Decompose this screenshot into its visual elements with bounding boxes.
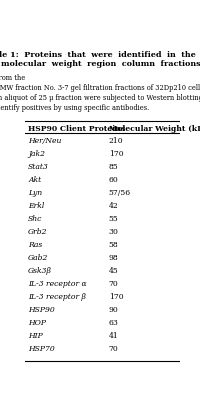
- Text: 70: 70: [109, 280, 118, 288]
- Text: 63: 63: [109, 319, 119, 327]
- Text: 170: 170: [109, 150, 123, 158]
- Text: HSP90 Client Proteins: HSP90 Client Proteins: [28, 125, 125, 133]
- Text: Grb2: Grb2: [28, 228, 48, 236]
- Text: Erkl: Erkl: [28, 202, 44, 210]
- Text: Gsk3β: Gsk3β: [28, 267, 52, 275]
- Text: 85: 85: [109, 163, 118, 171]
- Text: Stat3: Stat3: [28, 163, 49, 171]
- Text: 45: 45: [109, 267, 118, 275]
- Text: Table 1:  Proteins  that  were  identified  in  the  high
molecular  weight  reg: Table 1: Proteins that were identified i…: [0, 51, 200, 68]
- Text: HOP: HOP: [28, 319, 46, 327]
- Text: HIP: HIP: [28, 332, 43, 340]
- Text: 98: 98: [109, 254, 118, 262]
- Text: 58: 58: [109, 241, 118, 249]
- Text: 170: 170: [109, 293, 123, 301]
- Text: 60: 60: [109, 176, 118, 184]
- Text: 42: 42: [109, 202, 118, 210]
- Text: IL-3 receptor β: IL-3 receptor β: [28, 293, 86, 301]
- Text: 90: 90: [109, 306, 118, 314]
- Text: 57/56: 57/56: [109, 189, 131, 197]
- Text: 210: 210: [109, 137, 123, 145]
- Text: Her/Neu: Her/Neu: [28, 137, 61, 145]
- Text: From the
HMW fraction No. 3-7 gel filtration fractions of 32Dp210 cell,
an aliqu: From the HMW fraction No. 3-7 gel filtra…: [0, 74, 200, 112]
- Text: 30: 30: [109, 228, 119, 236]
- Text: Shc: Shc: [28, 215, 42, 223]
- Text: 41: 41: [109, 332, 118, 340]
- Text: Akt: Akt: [28, 176, 41, 184]
- Text: 70: 70: [109, 345, 118, 353]
- Text: Jak2: Jak2: [28, 150, 45, 158]
- Text: Ras: Ras: [28, 241, 42, 249]
- Text: HSP70: HSP70: [28, 345, 55, 353]
- Text: Lyn: Lyn: [28, 189, 42, 197]
- Text: Gab2: Gab2: [28, 254, 48, 262]
- Text: IL-3 receptor α: IL-3 receptor α: [28, 280, 87, 288]
- Text: HSP90: HSP90: [28, 306, 55, 314]
- Text: Molecular Weight (kDa): Molecular Weight (kDa): [109, 125, 200, 133]
- Text: 55: 55: [109, 215, 118, 223]
